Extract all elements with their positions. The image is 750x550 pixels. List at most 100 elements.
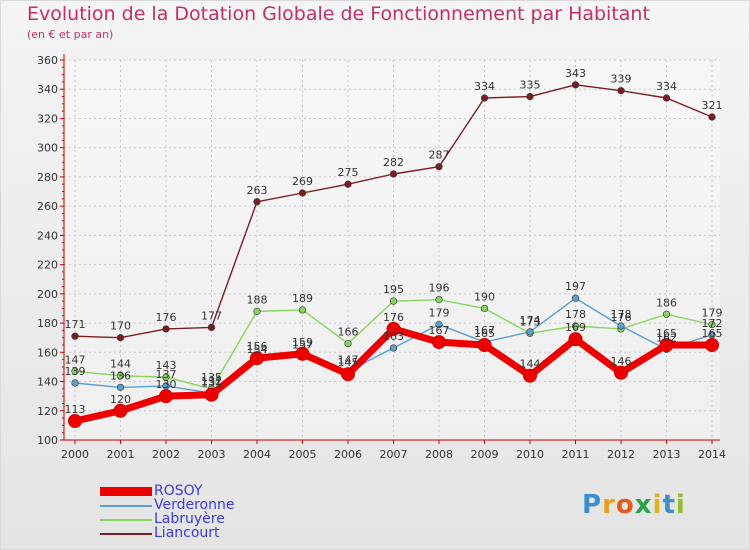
chart-title: Evolution de la Dotation Globale de Fonc… <box>27 3 650 25</box>
data-label-liancourt: 275 <box>338 166 359 179</box>
data-label-liancourt: 343 <box>565 67 586 80</box>
data-label-labruyere: 196 <box>429 282 450 295</box>
data-point-labruyere <box>253 307 261 315</box>
data-point-liancourt <box>480 94 489 102</box>
data-label-rosoy: 144 <box>520 358 541 371</box>
data-point-liancourt <box>116 334 125 342</box>
data-label-labruyere: 173 <box>520 315 541 328</box>
data-label-labruyere: 195 <box>383 283 404 296</box>
data-point-liancourt <box>298 189 307 197</box>
y-tick-label: 340 <box>37 83 58 96</box>
data-label-labruyere: 147 <box>65 353 86 366</box>
proxiti-logo: Proxiti <box>582 490 686 520</box>
legend-label-liancourt: Liancourt <box>154 525 220 541</box>
data-point-rosoy <box>659 338 674 352</box>
data-label-verderonne: 139 <box>65 365 86 378</box>
x-tick-label: 2001 <box>107 448 135 461</box>
data-point-liancourt <box>344 180 352 188</box>
y-tick-label: 180 <box>37 317 58 330</box>
legend-swatch-labruyere <box>100 519 152 521</box>
data-label-verderonne: 179 <box>429 307 450 320</box>
data-label-liancourt: 263 <box>247 184 268 197</box>
y-tick-label: 120 <box>37 405 58 418</box>
data-label-liancourt: 334 <box>474 80 495 93</box>
data-point-rosoy <box>341 367 355 382</box>
data-label-verderonne: 147 <box>338 353 359 366</box>
x-tick-label: 2012 <box>607 448 635 461</box>
data-label-verderonne: 167 <box>474 324 495 337</box>
data-point-rosoy <box>614 365 628 380</box>
data-label-labruyere: 144 <box>110 358 131 371</box>
legend-label-labruyere: Labruyère <box>154 511 225 527</box>
data-label-rosoy: 165 <box>474 327 495 340</box>
data-point-liancourt <box>617 87 625 95</box>
y-tick-label: 300 <box>37 142 58 155</box>
legend-item-verderonne[interactable]: Verderonne <box>100 497 300 513</box>
data-label-labruyere: 190 <box>474 290 495 303</box>
y-tick-label: 260 <box>37 200 58 213</box>
data-point-verderonne <box>571 294 580 302</box>
plot-area <box>64 60 720 440</box>
legend-item-labruyere[interactable]: Labruyère <box>100 511 300 527</box>
data-point-liancourt <box>162 325 170 333</box>
data-label-liancourt: 171 <box>65 318 86 331</box>
data-point-liancourt <box>571 81 580 89</box>
data-point-rosoy <box>477 338 492 352</box>
data-point-liancourt <box>526 92 534 101</box>
data-label-liancourt: 339 <box>611 73 632 86</box>
data-point-labruyere <box>116 372 125 380</box>
data-label-verderonne: 137 <box>156 368 177 381</box>
data-label-verderonne: 162 <box>656 331 677 344</box>
data-point-rosoy <box>68 414 82 428</box>
data-label-verderonne: 172 <box>702 317 723 330</box>
data-point-rosoy <box>568 332 583 347</box>
x-tick-label: 2002 <box>152 448 180 461</box>
data-point-rosoy <box>295 346 310 361</box>
data-point-liancourt <box>253 198 261 206</box>
data-label-labruyere: 176 <box>611 311 632 324</box>
data-label-liancourt: 321 <box>702 99 723 112</box>
data-point-rosoy <box>204 387 219 402</box>
data-label-rosoy: 113 <box>65 403 86 416</box>
data-label-rosoy: 165 <box>656 327 677 340</box>
x-tick-label: 2009 <box>471 448 499 461</box>
data-point-verderonne <box>71 379 79 387</box>
legend-label-rosoy: ROSOY <box>154 483 203 499</box>
data-label-liancourt: 287 <box>429 149 450 162</box>
data-label-liancourt: 176 <box>156 311 177 324</box>
data-label-labruyere: 178 <box>565 308 586 321</box>
data-label-labruyere: 143 <box>156 359 177 372</box>
data-point-verderonne <box>389 344 398 352</box>
data-label-rosoy: 156 <box>247 340 268 353</box>
x-tick-label: 2006 <box>334 448 362 461</box>
data-point-verderonne <box>435 320 443 329</box>
legend-item-rosoy[interactable]: ROSOY <box>100 483 300 499</box>
data-point-verderonne <box>617 322 625 330</box>
data-point-labruyere <box>435 296 443 304</box>
chart-subtitle: (en € et par an) <box>27 28 114 41</box>
logo-letter: t <box>662 490 676 520</box>
data-point-verderonne <box>526 328 534 336</box>
x-tick-label: 2007 <box>380 448 408 461</box>
data-label-liancourt: 177 <box>201 309 222 322</box>
chart-legend: ROSOY Verderonne Labruyère Liancourt <box>100 483 300 541</box>
data-label-rosoy: 169 <box>565 321 586 334</box>
data-label-liancourt: 334 <box>656 80 677 93</box>
x-tick-label: 2005 <box>289 448 317 461</box>
data-point-labruyere <box>708 320 716 329</box>
x-tick-label: 2013 <box>653 448 681 461</box>
y-tick-label: 200 <box>37 288 58 301</box>
data-label-verderonne: 197 <box>565 280 586 293</box>
data-label-labruyere: 179 <box>702 307 723 320</box>
data-label-verderonne: 157 <box>292 339 313 352</box>
y-tick-label: 240 <box>37 229 58 242</box>
data-label-rosoy: 146 <box>611 355 632 368</box>
logo-letter: i <box>675 490 686 520</box>
data-label-verderonne: 136 <box>110 369 131 382</box>
legend-item-liancourt[interactable]: Liancourt <box>100 525 300 541</box>
data-label-labruyere: 188 <box>247 293 268 306</box>
data-label-verderonne: 178 <box>611 308 632 321</box>
data-label-rosoy: 167 <box>429 324 450 337</box>
data-label-verderonne: 132 <box>201 375 222 388</box>
